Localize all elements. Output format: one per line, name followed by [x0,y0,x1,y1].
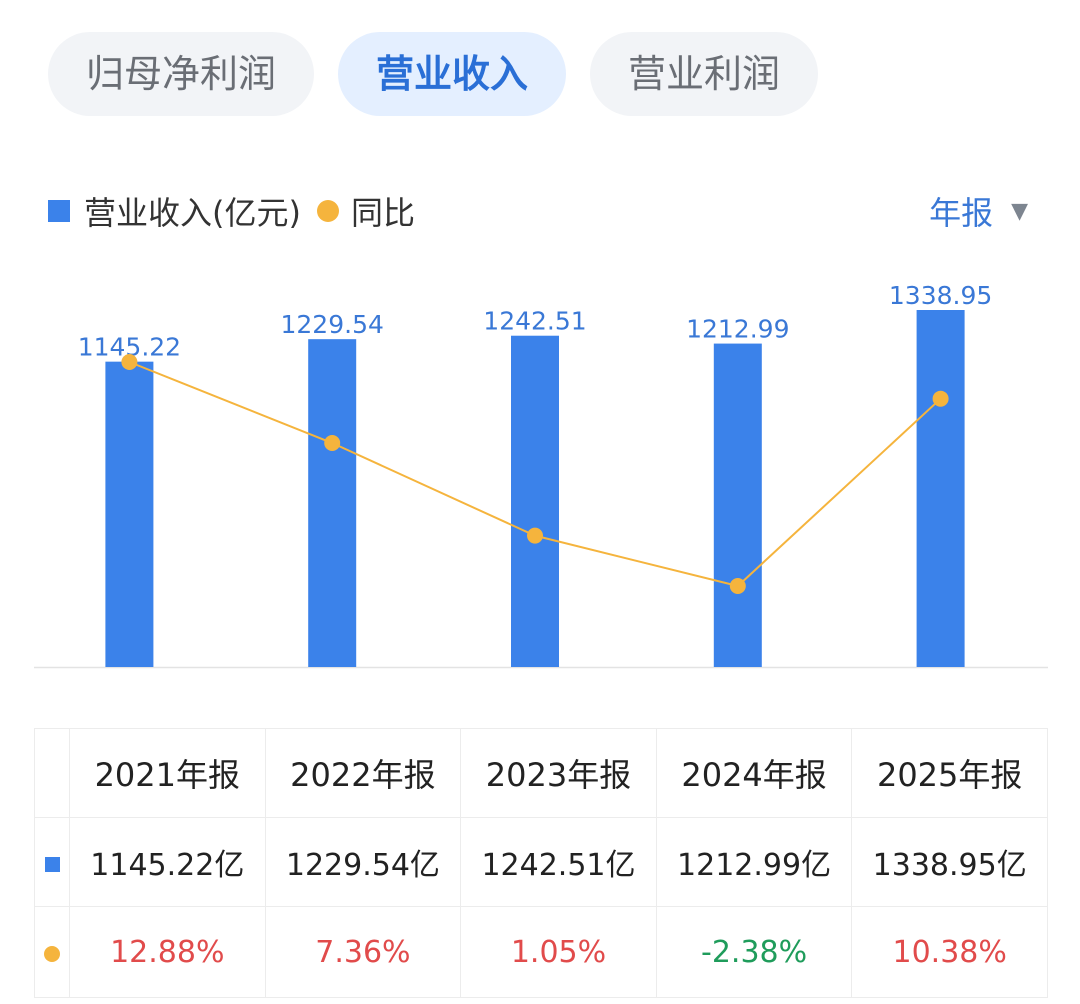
yoy-point[interactable] [324,435,341,452]
yoy-cell: 1.05% [460,906,657,998]
revenue-row-marker [34,817,70,907]
revenue-bar[interactable] [308,339,357,667]
yoy-row-marker [34,906,70,998]
revenue-cell: 1145.22亿 [69,817,266,907]
data-table: 2021年报 2022年报 2023年报 2024年报 2025年报 1145.… [34,728,1048,998]
bar-value-label: 1242.51 [483,307,586,336]
table-header-cell: 2025年报 [851,728,1048,818]
table-row-revenue: 1145.22亿 1229.54亿 1242.51亿 1212.99亿 1338… [34,817,1048,907]
yoy-cell: 10.38% [851,906,1048,998]
revenue-bar[interactable] [916,310,965,667]
metric-tabs: 归母净利润 营业收入 营业利润 [48,32,819,116]
bar-legend-swatch [48,200,70,222]
chart-legend: 营业收入(亿元) 同比 [48,188,415,234]
revenue-cell: 1229.54亿 [264,817,462,907]
revenue-cell: 1212.99亿 [655,817,853,907]
table-header-cell: 2021年报 [69,728,266,818]
table-header-cell: 2024年报 [655,728,853,818]
table-row-yoy: 12.88% 7.36% 1.05% -2.38% 10.38% [34,906,1048,998]
period-selector[interactable]: 年报 ▼ [929,188,1028,234]
line-legend-swatch [316,200,339,222]
yoy-point[interactable] [527,527,543,544]
caret-down-icon: ▼ [1011,198,1028,224]
revenue-cell: 1242.51亿 [460,817,657,907]
table-header-cell: 2022年报 [264,728,462,818]
yoy-point[interactable] [932,390,949,407]
bar-square-icon [44,856,60,872]
tab-net-profit[interactable]: 归母净利润 [48,32,315,116]
yoy-cell: 12.88% [69,906,266,998]
bar-legend-label: 营业收入(亿元) [84,194,301,232]
yoy-cell: 7.36% [264,906,462,998]
yoy-cell: -2.38% [655,906,853,998]
period-selector-label: 年报 [929,194,994,232]
line-legend-label: 同比 [350,194,415,232]
bar-value-label: 1338.95 [889,281,992,310]
revenue-cell: 1338.95亿 [851,817,1048,907]
revenue-bar[interactable] [105,361,154,667]
table-header-row: 2021年报 2022年报 2023年报 2024年报 2025年报 [34,728,1048,818]
tab-revenue[interactable]: 营业收入 [338,32,567,116]
yoy-point[interactable] [729,578,746,594]
table-header-cell: 2023年报 [460,728,657,818]
bar-value-label: 1229.54 [281,310,384,339]
revenue-bar[interactable] [511,335,559,667]
table-corner-cell [34,728,70,818]
yoy-point[interactable] [121,354,138,370]
line-dot-icon [44,945,60,962]
tab-operating-profit[interactable]: 营业利润 [590,32,819,116]
revenue-bar[interactable] [713,343,762,667]
bar-value-label: 1212.99 [686,315,789,344]
